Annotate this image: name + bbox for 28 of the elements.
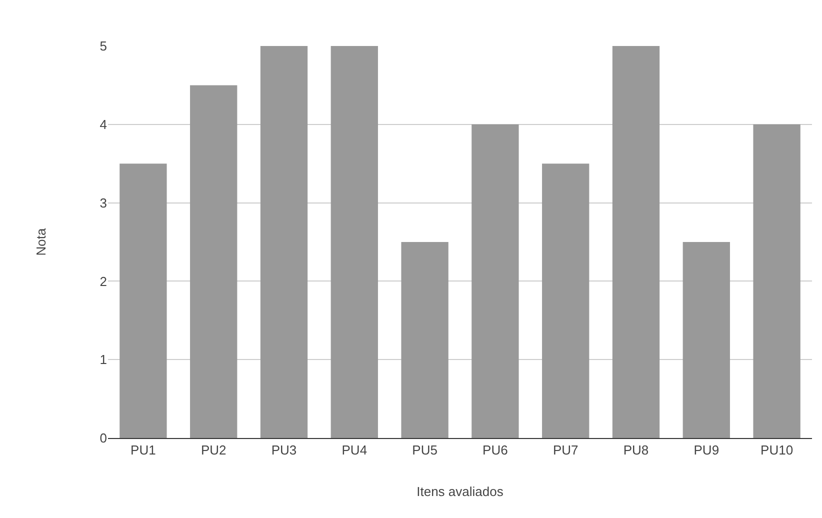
x-tick-label: PU6	[482, 442, 508, 458]
x-tick-label: PU4	[342, 442, 368, 458]
x-tick-label: PU3	[271, 442, 297, 458]
y-tick-label: 0	[100, 430, 107, 446]
bar	[542, 164, 590, 438]
x-tick-label: PU8	[623, 442, 649, 458]
y-tick-label: 2	[100, 274, 107, 289]
x-axis-title: Itens avaliados	[416, 484, 504, 500]
y-axis-title: Nota	[34, 228, 49, 256]
bar	[682, 242, 730, 438]
x-tick-label: PU7	[552, 442, 578, 458]
y-tick-label: 1	[100, 352, 107, 368]
bar	[753, 124, 800, 438]
bar	[120, 164, 167, 438]
y-tick-label: 5	[100, 38, 107, 54]
bar	[260, 46, 308, 438]
bar	[190, 85, 238, 438]
bar	[401, 242, 448, 438]
bar	[612, 46, 660, 438]
y-tick-label: 3	[100, 195, 107, 210]
x-tick-label: PU1	[130, 442, 156, 458]
y-tick-label: 4	[100, 116, 107, 132]
x-tick-label: PU9	[694, 442, 720, 458]
bar	[330, 46, 378, 438]
x-tick-label: PU10	[760, 442, 794, 458]
x-tick-label: PU5	[412, 442, 438, 458]
bar	[472, 124, 519, 438]
x-tick-label: PU2	[200, 442, 226, 458]
